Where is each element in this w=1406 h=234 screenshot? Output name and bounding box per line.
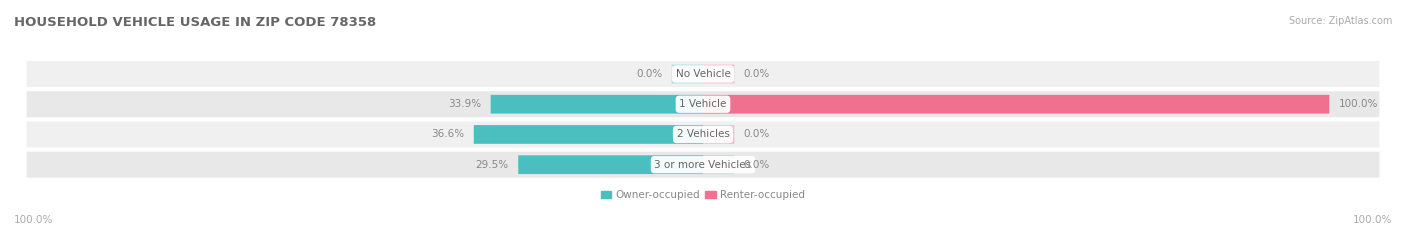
FancyBboxPatch shape — [491, 95, 703, 113]
Text: No Vehicle: No Vehicle — [675, 69, 731, 79]
Text: 0.0%: 0.0% — [744, 160, 770, 170]
FancyBboxPatch shape — [703, 65, 734, 83]
FancyBboxPatch shape — [703, 155, 734, 174]
FancyBboxPatch shape — [474, 125, 703, 144]
Text: Source: ZipAtlas.com: Source: ZipAtlas.com — [1288, 16, 1392, 26]
FancyBboxPatch shape — [703, 125, 734, 144]
Text: 2 Vehicles: 2 Vehicles — [676, 129, 730, 139]
Text: 0.0%: 0.0% — [744, 69, 770, 79]
FancyBboxPatch shape — [519, 155, 703, 174]
FancyBboxPatch shape — [27, 152, 1379, 178]
Legend: Owner-occupied, Renter-occupied: Owner-occupied, Renter-occupied — [596, 186, 810, 204]
Text: 100.0%: 100.0% — [1353, 215, 1392, 225]
Text: 0.0%: 0.0% — [744, 129, 770, 139]
FancyBboxPatch shape — [27, 121, 1379, 147]
FancyBboxPatch shape — [672, 65, 703, 83]
Text: 29.5%: 29.5% — [475, 160, 509, 170]
FancyBboxPatch shape — [27, 61, 1379, 87]
FancyBboxPatch shape — [703, 95, 1329, 113]
Text: 36.6%: 36.6% — [432, 129, 464, 139]
Text: 100.0%: 100.0% — [14, 215, 53, 225]
Text: 33.9%: 33.9% — [449, 99, 481, 109]
Text: 3 or more Vehicles: 3 or more Vehicles — [654, 160, 752, 170]
Text: 1 Vehicle: 1 Vehicle — [679, 99, 727, 109]
Text: 0.0%: 0.0% — [636, 69, 662, 79]
Text: HOUSEHOLD VEHICLE USAGE IN ZIP CODE 78358: HOUSEHOLD VEHICLE USAGE IN ZIP CODE 7835… — [14, 16, 377, 29]
Text: 100.0%: 100.0% — [1339, 99, 1378, 109]
FancyBboxPatch shape — [27, 91, 1379, 117]
